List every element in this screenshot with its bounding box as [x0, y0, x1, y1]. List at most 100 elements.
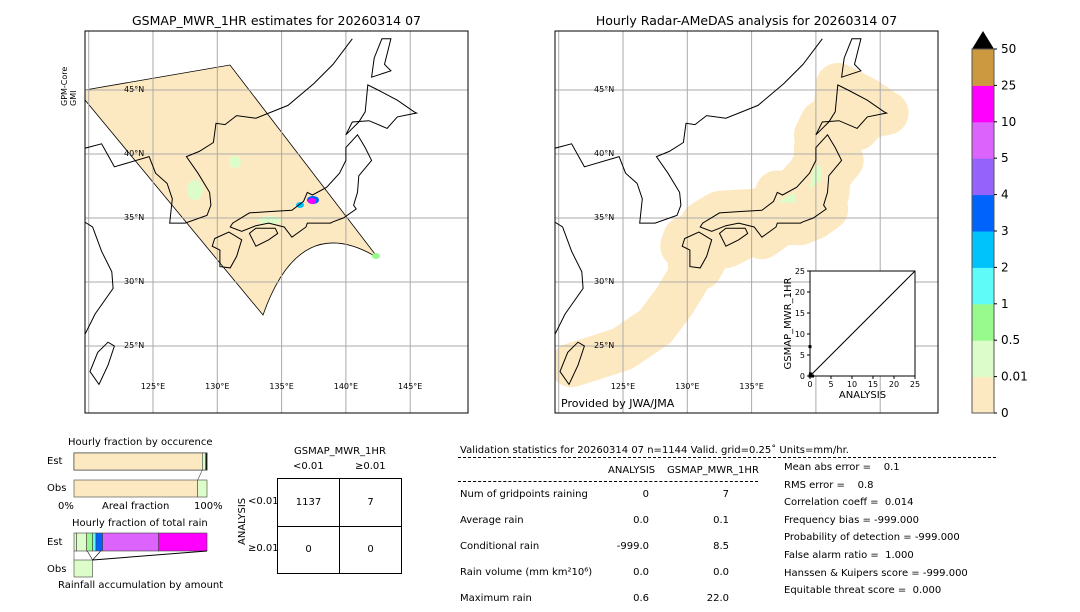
colorbar-tick-label: 50: [1001, 42, 1016, 56]
stats-row-gsmap: 7: [722, 489, 729, 500]
rain-patch: [777, 192, 797, 203]
x-tick-label: 25: [910, 380, 920, 389]
coastline-kyushu: [681, 231, 713, 269]
y-tick-label: 25: [795, 267, 805, 276]
bar-segment: [73, 452, 203, 471]
colorbar-segment: [972, 158, 994, 196]
lon-tick-label: 140°E: [334, 382, 358, 391]
bar-segment: [102, 532, 159, 552]
coastline-honshu: [699, 133, 843, 238]
stats-col-gsmap: GSMAP_MWR_1HR: [667, 465, 759, 476]
coastline-china: [85, 221, 114, 336]
coastline-hokkaido: [815, 84, 889, 136]
right-map-title: Hourly Radar-AMeDAS analysis for 2026031…: [595, 13, 898, 28]
stats-header: Validation statistics for 20260314 07 n=…: [460, 445, 849, 456]
cell-1-0: 0: [305, 544, 312, 555]
stats-row-analysis: 0.0: [633, 515, 649, 526]
lon-tick-label: 145°E: [398, 382, 422, 391]
colorbar-tick-label: 2: [1001, 260, 1009, 274]
y-tick-label: 10: [795, 330, 805, 339]
left-map-title: GSMAP_MWR_1HR estimates for 20260314 07: [132, 13, 421, 28]
one-to-one-line: [809, 270, 916, 377]
rain-patch: [187, 180, 203, 200]
lon-tick-label: 130°E: [205, 382, 229, 391]
score-line: Probability of detection = -999.000: [784, 532, 960, 544]
score-line: False alarm ratio = 1.000: [784, 550, 914, 561]
bar-segment: [76, 532, 87, 552]
right-map-frame: [554, 30, 939, 414]
colorbar-tick-label: 1: [1001, 297, 1009, 311]
lat-tick-label: 40°N: [124, 149, 144, 158]
x-tick-label: 10: [847, 380, 857, 389]
colorbar-segment: [972, 49, 994, 86]
coastline-china: [555, 221, 584, 336]
stats-row-gsmap: 0.1: [713, 515, 729, 526]
coastline-hokkaido: [345, 84, 419, 136]
coastline-shikoku: [718, 227, 749, 247]
stats-row-analysis: 0.0: [633, 567, 649, 578]
x-tick-label: 15: [868, 380, 878, 389]
connector-line: [92, 550, 208, 561]
colorbar-segment: [972, 340, 994, 378]
credit-text: Provided by JWA/JMA: [561, 397, 675, 410]
table-divider-h: [278, 526, 401, 527]
scatter-point: [808, 374, 812, 378]
occurrence-title: Hourly fraction by occurence: [68, 437, 213, 448]
x-tick-label: 20: [889, 380, 899, 389]
rain-patch: [258, 216, 282, 224]
scatter-point: [811, 374, 815, 378]
left-map-frame: [84, 30, 469, 414]
contingency-col-1: ≥0.01: [355, 461, 386, 472]
stats-row-label: Conditional rain: [460, 541, 540, 552]
colorbar: 0 0.01 0.5 1 2 3 4 5 10 25 50: [971, 31, 1028, 420]
stats-row-gsmap: 8.5: [713, 541, 729, 552]
coastline-sakhalin: [370, 38, 392, 78]
total-rain-title: Hourly fraction of total rain: [72, 518, 208, 529]
rain-patch: [296, 202, 304, 208]
cell-0-1: 7: [367, 497, 374, 508]
connector-line: [87, 550, 93, 561]
lat-tick-label: 40°N: [594, 149, 614, 158]
scatter-x-label: ANALYSIS: [839, 390, 886, 401]
bar-segment: [197, 479, 208, 498]
lat-tick-label: 30°N: [594, 277, 614, 286]
colorbar-segment: [972, 85, 994, 123]
contingency-table: 1137 7 0 0: [277, 478, 402, 574]
rain-patch: [372, 253, 380, 259]
stats-row-label: Average rain: [460, 515, 524, 526]
stats-row-gsmap: 0.0: [713, 567, 729, 578]
colorbar-segment: [972, 267, 994, 305]
rain-patch: [308, 198, 316, 204]
coastline-taiwan: [89, 341, 116, 386]
bar-segment: [86, 532, 93, 552]
stats-col-divider: [458, 481, 758, 482]
left-map: 45°N 40°N 35°N 30°N 25°N 125°E 130°E 135°E 140°E…: [85, 31, 468, 413]
cell-1-1: 0: [367, 544, 374, 555]
lat-tick-label: 35°N: [594, 213, 614, 222]
x-tick-label: 0: [807, 380, 812, 389]
bar-segment: [73, 532, 77, 552]
colorbar-segment: [972, 376, 994, 414]
score-line: Correlation coeff = 0.014: [784, 497, 914, 509]
stats-col-analysis: ANALYSIS: [608, 465, 656, 476]
y-tick-label: 15: [795, 309, 805, 318]
lat-tick-label: 45°N: [594, 85, 614, 94]
contingency-col-0: <0.01: [293, 461, 324, 472]
lon-tick-label: 135°E: [269, 382, 293, 391]
lat-tick-label: 45°N: [124, 85, 144, 94]
contingency-row-1: ≥0.01: [248, 543, 279, 554]
bar-segment: [73, 479, 198, 498]
score-line: Frequency bias = -999.000: [784, 514, 919, 526]
scatter-point: [808, 345, 812, 349]
bar-segment: [158, 532, 208, 552]
bar-segment: [73, 559, 93, 578]
colorbar-tick-label: 3: [1001, 224, 1009, 238]
coastline-honshu: [229, 133, 373, 238]
right-map: 45°N 40°N 35°N 30°N 25°N 125°E 130°E 135°E: [555, 31, 938, 413]
colorbar-tick-label: 4: [1001, 188, 1009, 202]
score-line: Hanssen & Kuipers score = -999.000: [784, 567, 968, 579]
scatter-y-label: GSMAP_MWR_1HR: [783, 278, 794, 370]
x-tick-label: 5: [828, 380, 833, 389]
